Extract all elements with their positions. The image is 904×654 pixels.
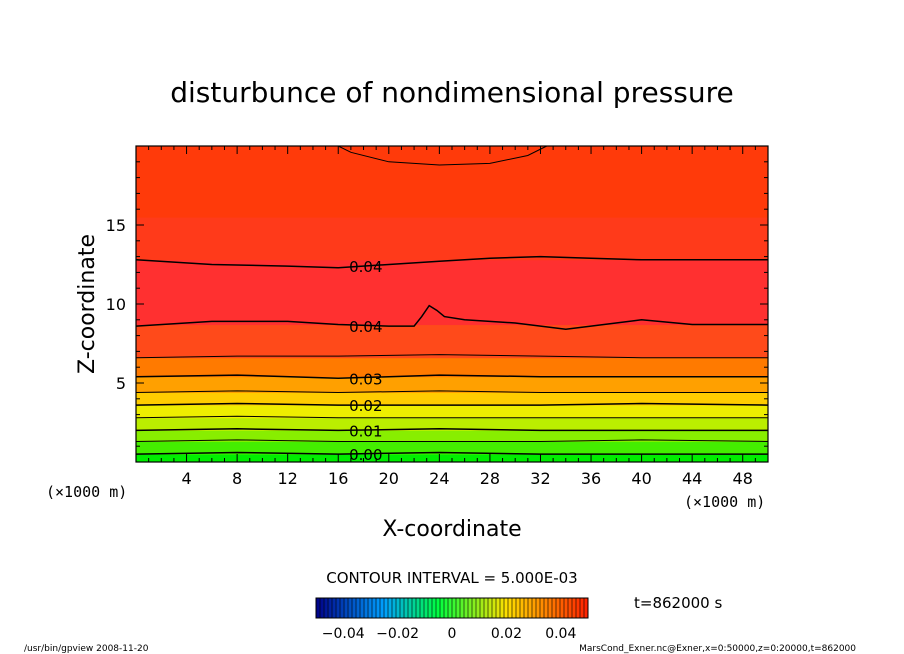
contour-interval-text: CONTOUR INTERVAL = 5.000E-03	[326, 569, 577, 587]
contour-label: 0.03	[349, 370, 382, 388]
fill-band	[136, 146, 768, 218]
y-tick-labels: 5 10 15	[106, 216, 126, 393]
contour-line	[135, 439, 769, 442]
colorbar-tick-label: −0.04	[322, 626, 365, 642]
x-tick-label: 16	[328, 469, 348, 488]
y-tick-label: 5	[116, 374, 126, 393]
fill-band	[136, 376, 768, 393]
contour-line	[135, 255, 768, 269]
x-tick-label: 32	[530, 469, 550, 488]
colorbar-tick-labels: −0.04 −0.02 0 0.02 0.04	[322, 626, 577, 642]
x-tick-label: 44	[682, 469, 702, 488]
x-tick-label: 40	[631, 469, 651, 488]
plot-area: 0.04 0.04 0.03 0.02 0.01 0.00	[135, 145, 769, 464]
x-tick-label: 24	[429, 469, 449, 488]
time-text: t=862000 s	[634, 594, 722, 612]
contour-line	[135, 354, 768, 359]
footer-left: /usr/bin/gpview 2008-11-20	[24, 644, 149, 654]
x-tick-labels: 4 8 12 16 20 24 28 32 36 40 44 48	[181, 469, 752, 488]
colorbar-tick-label: 0.04	[545, 626, 576, 642]
fill-band	[136, 259, 768, 326]
fill-band	[136, 357, 768, 378]
fill-band	[136, 217, 768, 261]
fill-band	[136, 405, 768, 419]
contour-label: 0.04	[349, 258, 382, 276]
colorbar	[315, 597, 589, 619]
colorbar-tick-label: −0.02	[376, 626, 419, 642]
fill-band	[136, 392, 768, 406]
x-tick-label: 36	[581, 469, 601, 488]
x-unit-right: (×1000 m)	[684, 493, 765, 511]
ticks	[135, 145, 769, 463]
contour-label: 0.01	[349, 422, 382, 440]
footer-right: MarsCond_Exner.nc@Exner,x=0:50000,z=0:20…	[579, 644, 856, 654]
fill-band	[136, 417, 768, 431]
x-unit-left: (×1000 m)	[46, 483, 127, 501]
x-tick-label: 8	[232, 469, 242, 488]
colorbar-tick-label: 0.02	[491, 626, 522, 642]
y-axis-label: Z-coordinate	[75, 234, 100, 374]
colorbar-frame	[315, 597, 589, 619]
x-tick-label: 28	[480, 469, 500, 488]
contour-line	[337, 145, 548, 166]
contour-label: 0.00	[349, 446, 382, 464]
fill-band	[136, 430, 768, 442]
contour-line	[135, 304, 768, 331]
contour-label: 0.02	[349, 397, 382, 415]
y-tick-label: 15	[106, 216, 126, 235]
chart-title: disturbunce of nondimensional pressure	[170, 76, 734, 109]
contour-line	[135, 402, 769, 406]
x-tick-label: 4	[181, 469, 191, 488]
fill-band	[136, 324, 768, 359]
contour-line	[135, 390, 768, 394]
colorbar-tick-label: 0	[448, 626, 457, 642]
x-tick-label: 48	[733, 469, 753, 488]
contour-line	[135, 428, 768, 432]
fill-band	[136, 441, 768, 455]
contour-label: 0.04	[349, 318, 382, 336]
contour-line	[135, 374, 768, 380]
x-tick-label: 12	[278, 469, 298, 488]
y-tick-label: 10	[106, 295, 126, 314]
contour-line	[135, 415, 768, 419]
x-axis-label: X-coordinate	[382, 517, 521, 542]
x-tick-label: 20	[379, 469, 399, 488]
